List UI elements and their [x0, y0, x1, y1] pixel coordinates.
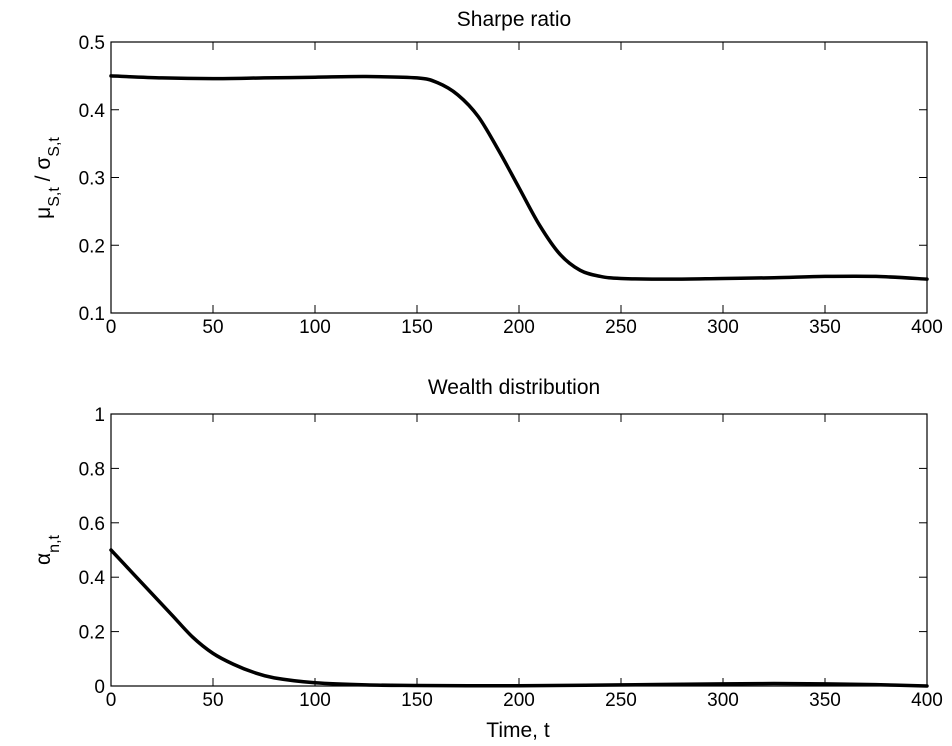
plot-area: 0 50 100 150 200 250 300 350 400 0.1 0.2 0.3 0.4 0.5	[79, 33, 943, 338]
y-tick-label: 0.4	[79, 101, 106, 122]
y-label-main: μ	[32, 207, 55, 219]
y-tick-label: 0.2	[79, 236, 105, 257]
chart-title: Sharpe ratio	[457, 8, 571, 31]
plot-frame	[110, 413, 928, 687]
x-tick-label: 150	[401, 317, 433, 338]
y-label-sep: / σ	[32, 157, 55, 188]
y-tick-label: 0	[94, 677, 105, 698]
x-tick-label: 250	[605, 317, 637, 338]
chart-title: Wealth distribution	[428, 376, 600, 399]
series-line	[109, 74, 929, 281]
plot-frame	[110, 41, 928, 314]
x-axis-label: Time, t	[486, 719, 550, 742]
x-tick-label: 350	[809, 317, 841, 338]
y-tick-label: 0.6	[79, 514, 105, 535]
y-axis-label: αn,t	[32, 534, 63, 564]
y-tick-label: 0.1	[79, 304, 105, 325]
series-line	[109, 548, 929, 688]
wealth-distribution-panel: Wealth distribution αn,t Time, t 0 50 100 1…	[32, 376, 943, 742]
x-tick-label: 200	[503, 317, 535, 338]
y-label-sub2: S,t	[46, 137, 63, 157]
y-label-sub1: S,t	[46, 187, 63, 207]
x-tick-label: 0	[106, 690, 117, 711]
x-tick-label: 100	[299, 317, 331, 338]
sharpe-ratio-panel: Sharpe ratio μS,t / σS,t 0 50 100 150 200 250…	[32, 8, 943, 338]
y-label-main: α	[32, 553, 55, 565]
y-tick-label: 0.3	[79, 169, 105, 190]
y-tick-label: 0.5	[79, 33, 105, 54]
x-tick-label: 350	[809, 690, 841, 711]
y-tick-label: 1	[94, 405, 105, 426]
x-tick-label: 400	[911, 690, 943, 711]
x-tick-label: 300	[707, 317, 739, 338]
y-tick-label: 0.8	[79, 459, 105, 480]
plot-area: 0 50 100 150 200 250 300 350 400 0 0.2 0.4 0.6 0.8 1	[79, 405, 943, 711]
y-label-sub1: n,t	[46, 534, 63, 552]
x-tick-label: 50	[202, 317, 223, 338]
x-tick-label: 150	[401, 690, 433, 711]
x-tick-label: 300	[707, 690, 739, 711]
x-tick-label: 0	[106, 317, 117, 338]
x-tick-label: 100	[299, 690, 331, 711]
x-tick-label: 50	[202, 690, 223, 711]
x-tick-label: 400	[911, 317, 943, 338]
y-tick-label: 0.4	[79, 568, 106, 589]
x-tick-label: 250	[605, 690, 637, 711]
y-axis-label: μS,t / σS,t	[32, 137, 63, 219]
y-tick-label: 0.2	[79, 623, 105, 644]
x-tick-label: 200	[503, 690, 535, 711]
